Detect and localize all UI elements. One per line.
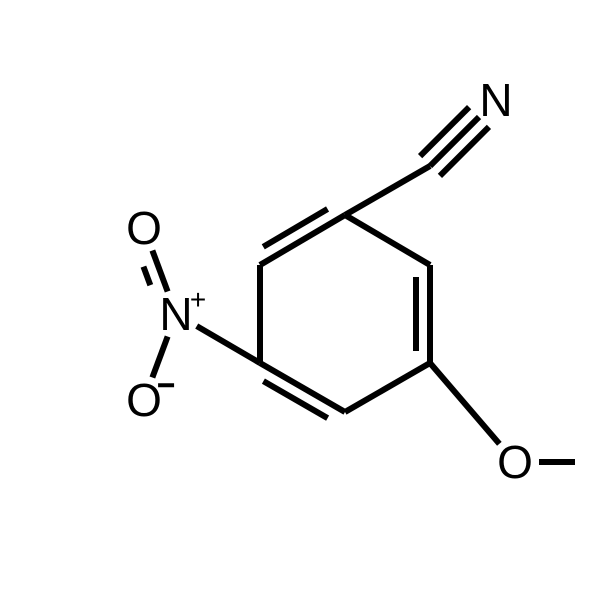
svg-text:N: N <box>479 74 512 126</box>
bond <box>345 166 430 215</box>
charge-plus: + <box>190 284 206 315</box>
bond <box>345 215 430 265</box>
bond <box>152 250 167 291</box>
bond <box>143 267 150 286</box>
svg-text:O: O <box>497 436 533 488</box>
svg-text:O: O <box>126 374 162 426</box>
atom-label: N+ <box>159 284 206 340</box>
atom-label: O <box>497 436 533 488</box>
bond <box>152 336 167 377</box>
bond <box>430 363 499 444</box>
atom-label: N <box>479 74 512 126</box>
bond <box>197 326 260 363</box>
bond <box>345 363 430 412</box>
svg-text:O: O <box>126 202 162 254</box>
molecule-diagram: NON+OO <box>0 0 600 600</box>
atom-label: O <box>126 374 174 426</box>
svg-text:N: N <box>159 288 192 340</box>
atom-label: O <box>126 202 162 254</box>
